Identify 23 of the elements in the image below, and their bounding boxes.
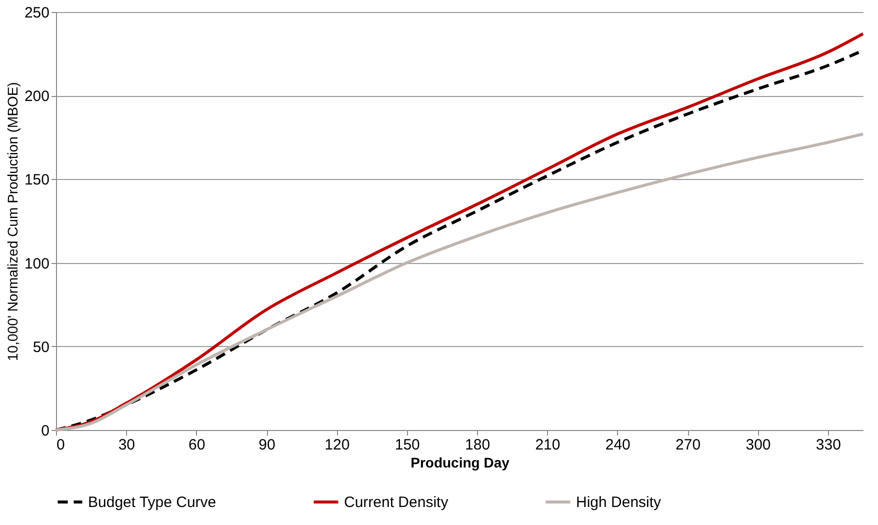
x-tick-label: 0	[56, 436, 65, 454]
legend-label: Current Density	[344, 494, 449, 511]
x-tick-label: 60	[188, 436, 206, 454]
x-tick-label: 120	[324, 436, 350, 454]
y-tick-label: 200	[24, 88, 50, 106]
x-tick-label: 240	[605, 436, 630, 454]
x-tick-label: 330	[816, 436, 841, 454]
y-axis-title: 10,000' Normalized Cum Production (MBOE)	[4, 82, 20, 361]
y-tick-label: 50	[32, 338, 50, 356]
y-tick-label: 100	[24, 255, 50, 272]
x-tick-label: 150	[394, 436, 420, 454]
y-tick-label: 0	[41, 422, 50, 440]
x-tick-label: 300	[746, 436, 771, 454]
legend-label: Budget Type Curve	[88, 494, 216, 511]
x-tick-label: 30	[118, 436, 136, 454]
y-tick-label: 150	[24, 172, 50, 189]
y-tick-label: 250	[24, 4, 50, 22]
legend-label: High Density	[576, 494, 662, 511]
x-tick-label: 270	[676, 436, 701, 454]
x-tick-label: 210	[535, 436, 560, 454]
x-tick-label: 90	[258, 436, 276, 454]
x-axis-title: Producing Day	[410, 454, 510, 470]
x-tick-label: 180	[465, 436, 490, 454]
